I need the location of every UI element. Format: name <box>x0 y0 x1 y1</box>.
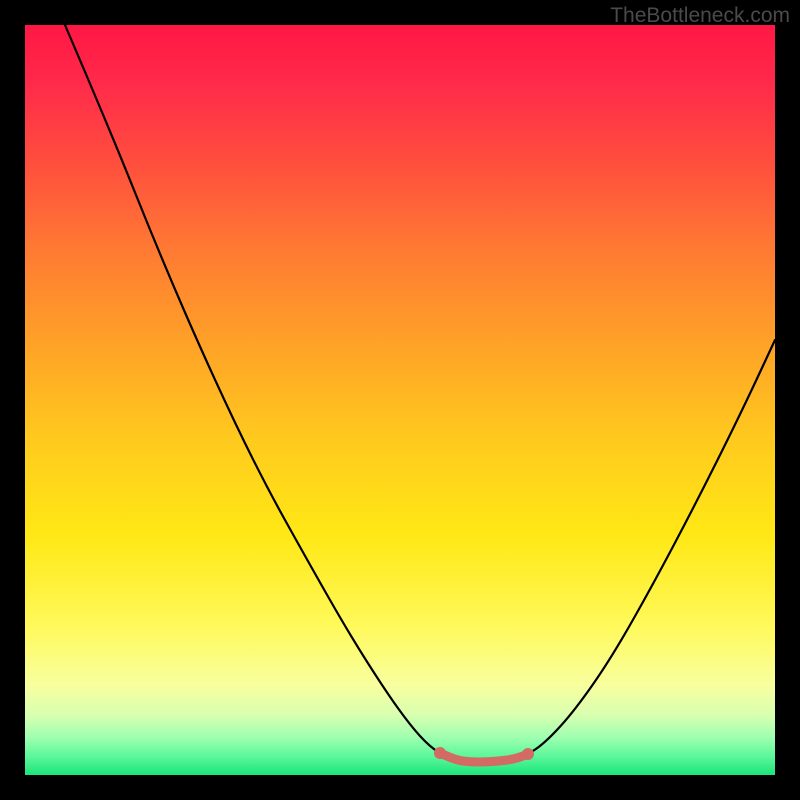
bottleneck-chart: TheBottleneck.com <box>0 0 800 800</box>
plot-background <box>25 25 775 775</box>
highlight-end-dot <box>522 748 534 760</box>
chart-svg <box>0 0 800 800</box>
watermark-text: TheBottleneck.com <box>610 4 790 28</box>
highlight-start-dot <box>434 747 446 759</box>
